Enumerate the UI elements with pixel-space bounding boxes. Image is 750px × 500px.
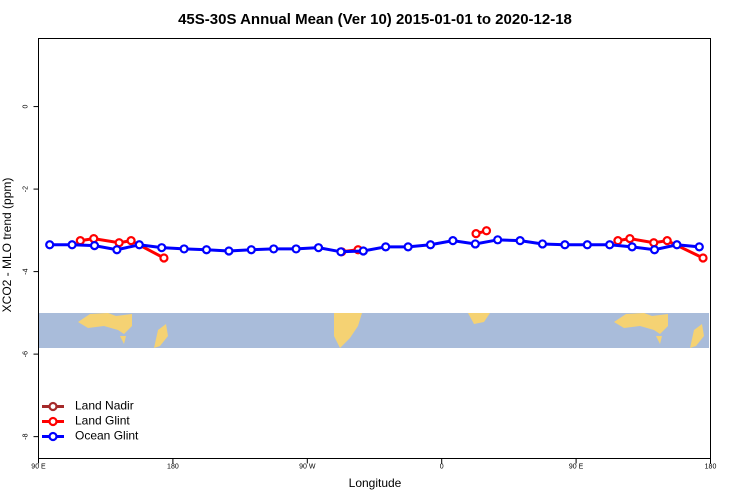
data-point [425,240,436,250]
y-tick-label: -2 [22,186,29,192]
data-point [201,245,212,255]
legend-marker [48,401,58,412]
data-point [179,244,189,254]
plot-frame [38,38,711,459]
y-tick-label: -8 [22,433,29,439]
legend-marker [48,431,58,442]
y-tick-label: 0 [22,105,29,109]
x-tick-label: 90 W [299,463,316,470]
land [468,313,490,324]
data-point [560,240,570,250]
land [334,313,362,348]
chart-title: 45S-30S Annual Mean (Ver 10) 2015-01-01 … [178,11,572,28]
data-point [481,226,492,236]
map-band [39,313,709,348]
data-point [403,242,413,252]
x-axis-label: Longitude [349,476,402,490]
x-tick-label: 180 [705,463,717,470]
legend-label: Land Glint [75,414,130,428]
data-point [662,236,672,246]
data-point [672,240,682,250]
legend-label: Ocean Glint [75,429,139,443]
data-point [649,245,660,255]
land [154,324,168,348]
data-point [126,236,136,246]
data-point [134,240,144,250]
data-point [45,240,55,250]
data-point [605,240,615,250]
data-point [159,253,169,263]
data-point [246,245,256,255]
legend-marker [48,416,58,427]
land [78,313,132,334]
data-point [471,229,481,239]
x-tick-label: 90 E [569,463,584,470]
data-point [698,253,708,263]
data-point [269,244,279,254]
data-point [613,236,623,246]
data-point [75,236,85,246]
data-point [515,236,525,246]
data-point [89,241,100,251]
land [614,313,668,334]
data-point [627,242,637,252]
legend-label: Land Nadir [75,399,134,413]
land [690,324,704,348]
x-tick-label: 90 E [31,463,46,470]
data-point [224,246,234,256]
data-point [313,243,324,253]
data-point [582,240,592,250]
data-point [358,246,368,256]
data-point [493,235,503,245]
data-point [694,242,704,252]
data-point [381,242,391,252]
data-point [448,236,458,246]
data-point [537,239,548,249]
data-point [112,245,122,255]
data-point [157,243,167,253]
data-point [89,233,99,244]
data-point [336,247,346,257]
data-point [649,238,659,248]
data-point [67,240,77,250]
y-tick-label: -4 [22,268,29,274]
y-axis-label: XCO2 - MLO trend (ppm) [0,178,14,313]
x-tick-label: 0 [440,463,444,470]
data-point [625,233,635,244]
data-point [470,239,480,249]
land [120,336,126,344]
x-tick-label: 180 [167,463,179,470]
data-point [291,244,301,254]
y-tick-label: -6 [22,351,29,357]
land [656,336,662,344]
ocean-band [39,313,709,348]
